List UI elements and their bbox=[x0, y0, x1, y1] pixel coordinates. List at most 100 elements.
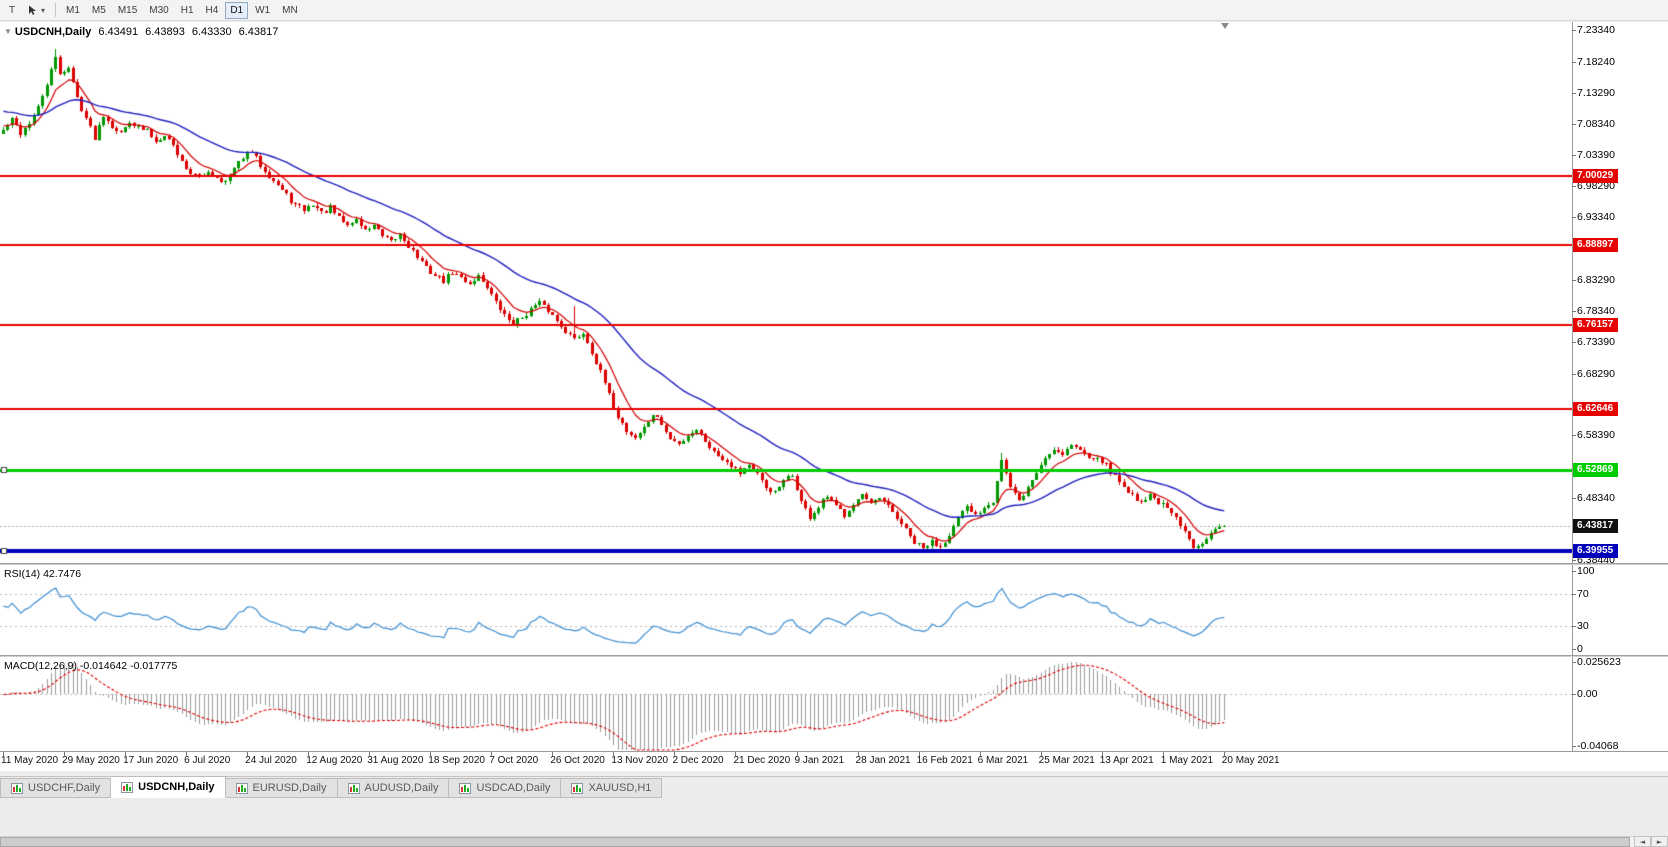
chart-symbol: USDCNH,Daily bbox=[14, 26, 92, 38]
price-scale-label: 7.13290 bbox=[1577, 86, 1615, 99]
price-scale-label: 7.03390 bbox=[1577, 148, 1615, 161]
rsi-pane-canvas[interactable] bbox=[0, 565, 1572, 655]
time-axis-tick bbox=[369, 752, 370, 756]
chart-tab-icon bbox=[11, 782, 23, 794]
tab-label: USDCAD,Daily bbox=[476, 782, 551, 794]
time-axis-label: 7 Oct 2020 bbox=[489, 755, 539, 766]
macd-scale-label: 0.00 bbox=[1577, 688, 1598, 701]
toolbar-separator bbox=[55, 3, 57, 17]
tab-usdcnh-daily[interactable]: USDCNH,Daily bbox=[111, 776, 226, 798]
rsi-scale-label: 0 bbox=[1577, 643, 1583, 655]
pane-splitter[interactable] bbox=[0, 563, 1668, 565]
time-axis-label: 2 Dec 2020 bbox=[672, 755, 724, 766]
timeframe-m1[interactable]: M1 bbox=[61, 2, 85, 19]
dropdown-caret-icon: ▾ bbox=[41, 5, 46, 15]
price-scale-label: 7.23340 bbox=[1577, 24, 1615, 36]
tab-xauusd-h1[interactable]: XAUUSD,H1 bbox=[561, 778, 663, 798]
time-axis-label: 12 Aug 2020 bbox=[306, 755, 363, 766]
hline-price-badge: 6.52869 bbox=[1573, 463, 1619, 477]
price-scale-label: 6.93340 bbox=[1577, 211, 1615, 224]
tab-usdcad-daily[interactable]: USDCAD,Daily bbox=[449, 778, 562, 798]
time-axis-tick bbox=[613, 752, 614, 756]
time-axis-tick bbox=[186, 752, 187, 756]
rsi-title: RSI(14) 42.7476 bbox=[4, 568, 82, 580]
time-axis-label: 6 Jul 2020 bbox=[184, 755, 231, 766]
top-toolbar: T ▾ M1 M5 M15 M30 H1 H4 D1 W1 MN bbox=[0, 0, 1668, 21]
time-axis-label: 24 Jul 2020 bbox=[245, 755, 297, 766]
price-scale-tick bbox=[1572, 498, 1576, 499]
timeframe-m5[interactable]: M5 bbox=[87, 2, 111, 19]
price-scale-label: 6.73390 bbox=[1577, 335, 1615, 348]
time-axis-tick bbox=[980, 752, 981, 756]
hline-price-badge: 6.39955 bbox=[1573, 544, 1619, 558]
price-scale-label: 6.48340 bbox=[1577, 492, 1615, 505]
time-axis-label: 21 Dec 2020 bbox=[733, 755, 791, 766]
rsi-scale-label: 30 bbox=[1577, 619, 1589, 632]
time-axis bbox=[0, 751, 1668, 771]
chart-tab-icon bbox=[235, 782, 248, 794]
current-price-badge: 6.43817 bbox=[1573, 519, 1619, 533]
cursor-tool-button[interactable]: ▾ bbox=[23, 2, 50, 19]
time-axis-label: 1 May 2021 bbox=[1160, 755, 1214, 766]
time-axis-label: 18 Sep 2020 bbox=[428, 755, 485, 766]
timeframe-h1[interactable]: H1 bbox=[176, 2, 199, 19]
time-axis-label: 17 Jun 2020 bbox=[123, 755, 179, 766]
chart-tab-icon bbox=[347, 782, 360, 794]
hline-price-badge: 6.88897 bbox=[1573, 238, 1619, 252]
timeframe-mn[interactable]: MN bbox=[277, 2, 303, 19]
time-axis-tick bbox=[797, 752, 798, 756]
time-axis-tick bbox=[308, 752, 309, 756]
macd-scale-label: -0.04068 bbox=[1577, 740, 1619, 752]
timeframe-m30[interactable]: M30 bbox=[144, 2, 173, 19]
time-axis-tick bbox=[1224, 752, 1225, 756]
time-axis-label: 13 Apr 2021 bbox=[1099, 755, 1154, 766]
timeframe-w1[interactable]: W1 bbox=[250, 2, 275, 19]
cursor-icon bbox=[29, 5, 36, 15]
time-axis-tick bbox=[919, 752, 920, 756]
time-axis-tick bbox=[1041, 752, 1042, 756]
pane-splitter[interactable] bbox=[0, 655, 1668, 657]
tab-eurusd-daily[interactable]: EURUSD,Daily bbox=[225, 778, 338, 798]
rsi-scale-tick bbox=[1572, 626, 1576, 627]
ohlc-close: 6.43817 bbox=[238, 26, 279, 38]
tab-usdchf-daily[interactable]: USDCHF,Daily bbox=[0, 778, 112, 798]
timeframe-d1[interactable]: D1 bbox=[225, 1, 249, 19]
time-axis-label: 6 Mar 2021 bbox=[977, 755, 1029, 766]
time-axis-tick bbox=[430, 752, 431, 756]
chart-tab-icon bbox=[459, 782, 472, 794]
time-axis-label: 9 Jan 2021 bbox=[794, 755, 845, 766]
t-button[interactable]: T bbox=[3, 2, 21, 19]
price-scale-tick bbox=[1572, 280, 1576, 281]
chart-shift-marker[interactable] bbox=[1221, 23, 1229, 29]
tab-label: USDCNH,Daily bbox=[138, 781, 215, 793]
macd-title: MACD(12,26,9) -0.014642 -0.017775 bbox=[4, 660, 178, 672]
time-axis-label: 11 May 2020 bbox=[1, 755, 59, 766]
price-scale-label: 6.68290 bbox=[1577, 367, 1615, 380]
price-scale-label: 7.18240 bbox=[1577, 55, 1615, 68]
scroll-left-button[interactable]: ◄ bbox=[1634, 836, 1651, 847]
macd-scale-tick bbox=[1572, 746, 1576, 747]
tab-audusd-daily[interactable]: AUDUSD,Daily bbox=[337, 778, 450, 798]
timeframe-h4[interactable]: H4 bbox=[201, 2, 224, 19]
price-scale-tick bbox=[1572, 374, 1576, 375]
macd-pane-canvas[interactable] bbox=[0, 657, 1572, 751]
price-scale-tick bbox=[1572, 186, 1576, 187]
timeframe-m15[interactable]: M15 bbox=[113, 2, 142, 19]
price-scale-tick bbox=[1572, 342, 1576, 343]
price-scale-tick bbox=[1572, 217, 1576, 218]
price-scale-label: 6.98290 bbox=[1577, 180, 1615, 193]
one-click-trading-arrow-icon[interactable]: ▼ bbox=[4, 27, 12, 36]
scrollbar-thumb[interactable] bbox=[0, 837, 1630, 847]
chart-title: ▼ USDCNH,Daily 6.43491 6.43893 6.43330 6.4381… bbox=[4, 26, 278, 38]
time-axis-label: 26 Oct 2020 bbox=[550, 755, 605, 766]
time-axis-tick bbox=[552, 752, 553, 756]
price-chart-canvas[interactable] bbox=[0, 22, 1572, 563]
chart-tab-icon bbox=[571, 782, 584, 794]
rsi-scale-label: 70 bbox=[1577, 588, 1589, 601]
time-axis-tick bbox=[491, 752, 492, 756]
time-axis-tick bbox=[64, 752, 65, 756]
price-scale-tick bbox=[1572, 93, 1576, 94]
price-scale-label: 6.78340 bbox=[1577, 304, 1615, 317]
hline-price-badge: 7.00029 bbox=[1573, 169, 1619, 183]
scroll-right-button[interactable]: ► bbox=[1651, 836, 1668, 847]
